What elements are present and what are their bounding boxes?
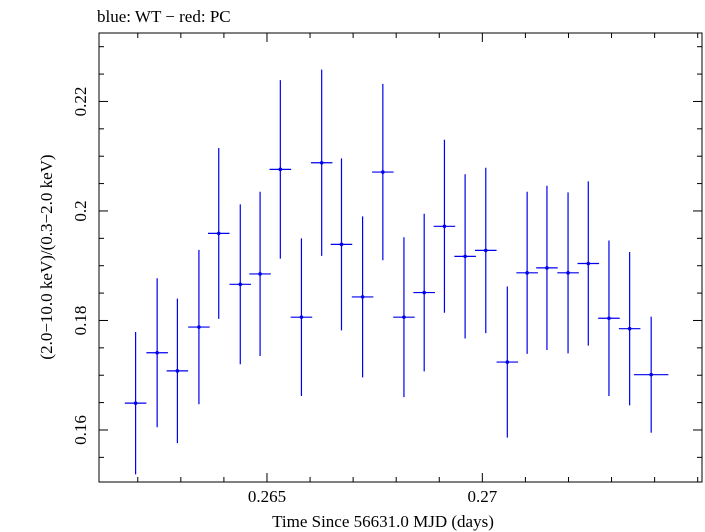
data-point — [402, 315, 406, 319]
data-point — [155, 350, 159, 355]
data-point — [258, 272, 262, 276]
data-point — [505, 360, 510, 364]
data-point — [238, 282, 243, 287]
y-axis-label: (2.0−10.0 keV)/(0.3−2.0 keV) — [37, 154, 56, 359]
axis-ticks — [99, 33, 702, 482]
x-tick-label: 0.265 — [248, 487, 286, 506]
data-point — [483, 248, 488, 253]
data-point — [299, 315, 304, 319]
data-point — [422, 290, 426, 295]
chart-title: blue: WT − red: PC — [97, 7, 231, 26]
y-tick-label: 0.2 — [71, 200, 90, 221]
data-point — [463, 254, 467, 259]
x-axis-label: Time Since 56631.0 MJD (days) — [272, 512, 494, 531]
y-tick-label: 0.16 — [71, 415, 90, 445]
data-point — [216, 231, 221, 236]
x-tick-label: 0.27 — [467, 487, 497, 506]
plot-frame — [98, 32, 703, 483]
data-point — [197, 325, 201, 329]
tick-labels: 0.265 0.27 0.16 0.18 0.2 0.22 — [71, 87, 498, 506]
data-point — [381, 170, 385, 174]
data-point — [566, 271, 570, 275]
data-point — [525, 271, 529, 275]
data-series — [124, 69, 669, 475]
data-point — [339, 242, 344, 247]
y-tick-label: 0.22 — [71, 87, 90, 117]
data-point — [442, 224, 447, 229]
data-point — [360, 295, 365, 299]
data-point — [175, 369, 180, 373]
data-point — [278, 167, 283, 172]
data-point — [319, 160, 324, 165]
y-tick-label: 0.18 — [71, 306, 90, 336]
data-point — [607, 316, 611, 321]
data-point — [133, 401, 138, 405]
data-point — [627, 326, 632, 331]
data-point — [649, 372, 653, 377]
data-point — [545, 266, 549, 270]
data-point — [586, 261, 591, 266]
